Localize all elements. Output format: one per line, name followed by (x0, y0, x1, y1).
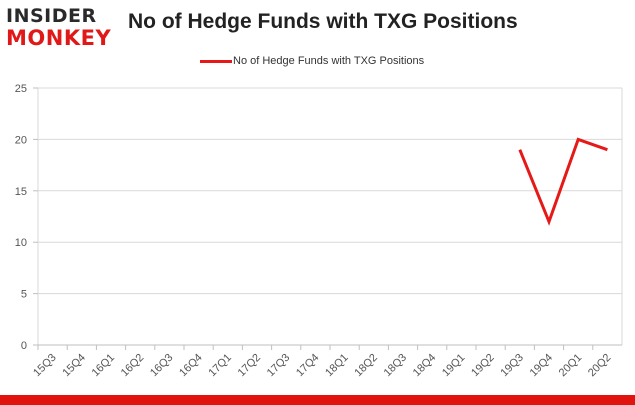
x-tick-label: 17Q4 (294, 352, 322, 380)
x-tick-label: 18Q4 (411, 352, 439, 380)
series-line (518, 137, 608, 226)
x-tick-label: 16Q3 (148, 352, 176, 380)
chart-title: No of Hedge Funds with TXG Positions (128, 10, 518, 33)
x-tick-label: 16Q1 (90, 352, 118, 380)
x-tick-label: 19Q1 (440, 352, 468, 380)
y-tick-label: 10 (15, 237, 27, 249)
x-tick-label: 17Q3 (265, 352, 293, 380)
bottom-brand-bar (0, 395, 635, 405)
y-tick-label: 15 (15, 186, 27, 198)
y-tick-label: 0 (21, 340, 27, 352)
x-tick-label: 17Q2 (236, 352, 264, 380)
x-tick-label: 17Q1 (206, 352, 234, 380)
y-tick-label: 5 (21, 289, 27, 301)
x-tick-label: 15Q4 (60, 352, 88, 380)
logo-text-insider: INSIDER (6, 5, 97, 27)
x-tick-label: 20Q1 (557, 352, 585, 380)
x-tick-label: 16Q4 (177, 352, 205, 380)
insider-monkey-logo: INSIDER MONKEY (6, 6, 118, 52)
x-tick-label: 16Q2 (119, 352, 147, 380)
y-tick-label: 25 (15, 83, 27, 95)
logo-text-monkey: MONKEY (6, 26, 112, 50)
x-tick-label: 18Q3 (382, 352, 410, 380)
x-tick-label: 18Q1 (323, 352, 351, 380)
y-tick-label: 20 (15, 134, 27, 146)
legend-swatch (200, 59, 232, 63)
x-tick-label: 18Q2 (352, 352, 380, 380)
x-tick-label: 15Q3 (31, 352, 59, 380)
legend-label: No of Hedge Funds with TXG Positions (233, 55, 425, 67)
chart-legend: No of Hedge Funds with TXG Positions (200, 52, 424, 70)
x-tick-label: 19Q3 (498, 352, 526, 380)
x-tick-label: 19Q2 (469, 352, 497, 380)
x-tick-label: 20Q2 (586, 352, 614, 380)
x-tick-label: 19Q4 (528, 352, 556, 380)
